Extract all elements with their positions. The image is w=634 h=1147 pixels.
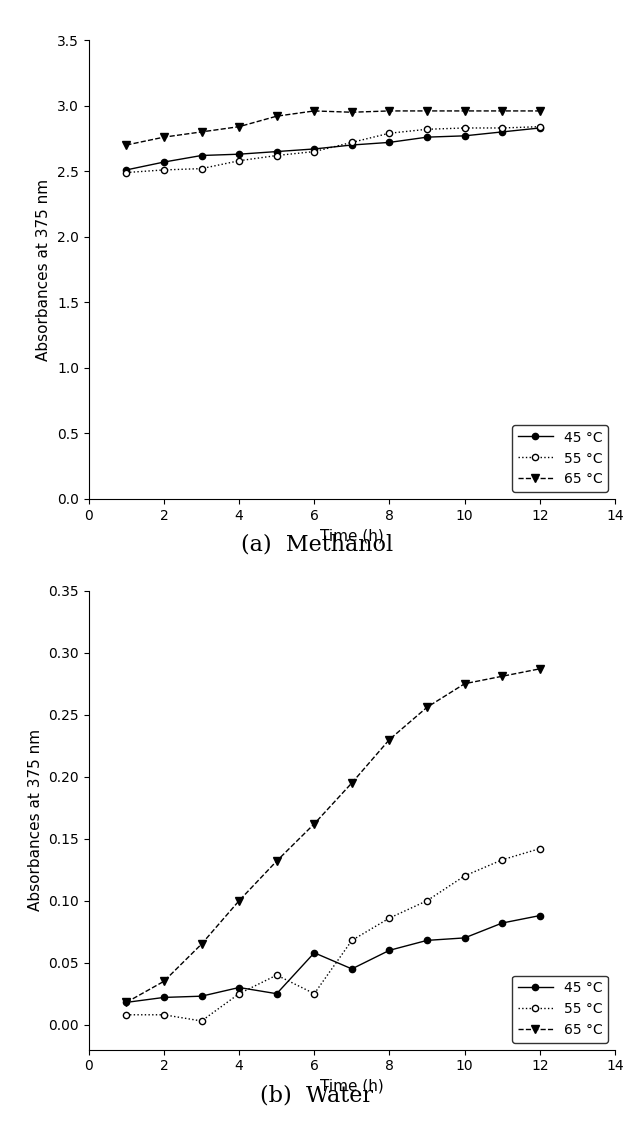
Y-axis label: Absorbances at 375 nm: Absorbances at 375 nm [37,179,51,360]
X-axis label: Time (h): Time (h) [320,529,384,544]
Text: (b)  Water: (b) Water [261,1084,373,1107]
X-axis label: Time (h): Time (h) [320,1079,384,1094]
Text: (a)  Methanol: (a) Methanol [241,533,393,556]
Y-axis label: Absorbances at 375 nm: Absorbances at 375 nm [28,729,42,911]
Legend: 45 °C, 55 °C, 65 °C: 45 °C, 55 °C, 65 °C [512,426,608,492]
Legend: 45 °C, 55 °C, 65 °C: 45 °C, 55 °C, 65 °C [512,976,608,1043]
